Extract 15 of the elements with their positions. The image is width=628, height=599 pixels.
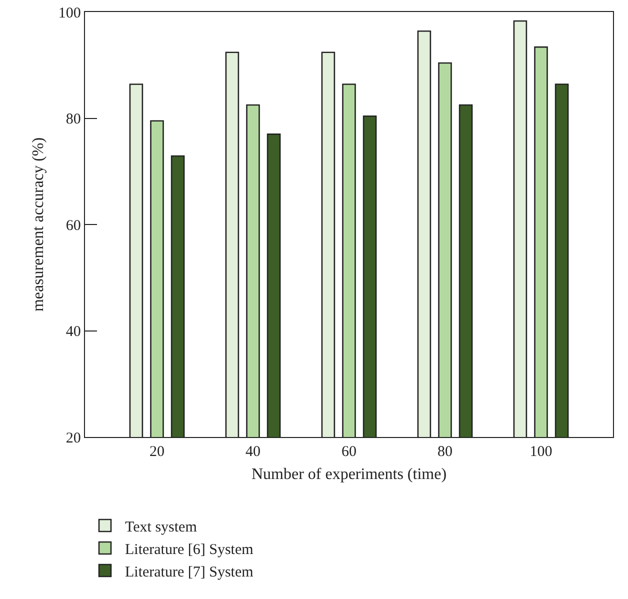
y-tick-label: 80: [66, 112, 81, 128]
y-tick-label: 40: [66, 324, 81, 340]
legend-label: Literature [6] System: [125, 542, 254, 558]
y-axis-title: measurement accuracy (%): [30, 137, 48, 312]
x-tick-label: 60: [342, 444, 356, 460]
y-tick-label: 60: [66, 218, 81, 234]
legend-label: Literature [7] System: [125, 564, 254, 580]
x-tick-label: 80: [438, 444, 452, 460]
legend-label: Text system: [125, 519, 198, 536]
y-tick-label: 20: [66, 430, 81, 446]
x-tick-label: 100: [530, 444, 552, 460]
x-tick-label: 40: [246, 444, 260, 460]
y-tick-label: 100: [58, 5, 81, 22]
x-axis-title: Number of experiments (time): [251, 466, 447, 483]
x-tick-label: 20: [150, 444, 164, 460]
